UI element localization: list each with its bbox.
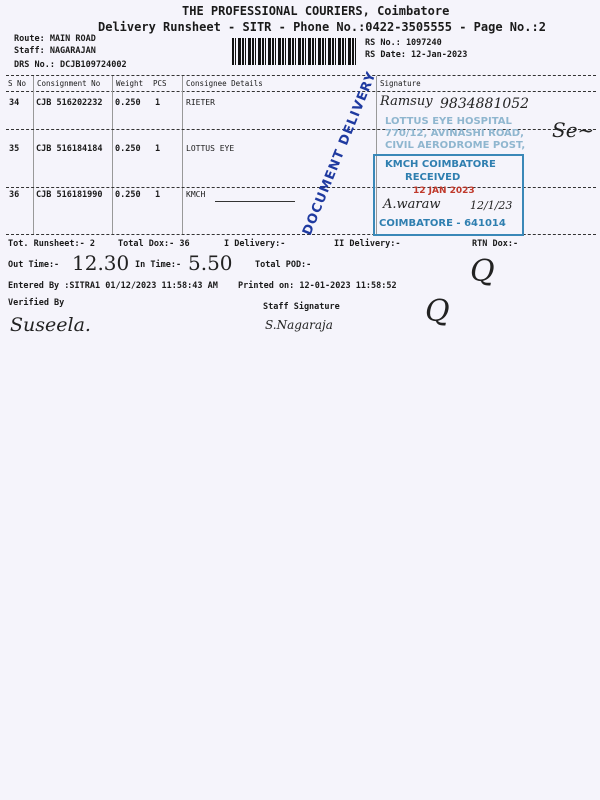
row-pcs: 1 [155, 144, 161, 154]
col-sno: S No [8, 79, 27, 88]
divider [6, 234, 596, 235]
row-pcs: 1 [155, 190, 161, 200]
verified-by-label: Verified By [8, 298, 65, 308]
handwritten-name: Ramsuy [380, 94, 433, 109]
out-time-value: 12.30 [72, 251, 130, 275]
rs-number: RS No.: 1097240 [365, 38, 442, 48]
divider [6, 75, 596, 76]
stamp-text: RECEIVED [405, 172, 461, 183]
document-delivery-stamp: DOCUMENT DELIVERY [300, 69, 380, 238]
column-rule [33, 76, 34, 234]
barcode [232, 38, 357, 65]
lottus-stamp-line: 770/12, AVINASHI ROAD, [385, 128, 524, 139]
runsheet-title: Delivery Runsheet - SITR - Phone No.:042… [98, 20, 546, 34]
entered-by: Entered By :SITRA1 01/12/2023 11:58:43 A… [8, 281, 218, 291]
col-pcs: PCS [153, 79, 167, 88]
divider [6, 129, 596, 130]
col-consignee: Consignee Details [186, 79, 263, 88]
row-consignment: CJB 516184184 [36, 144, 103, 154]
row-pcs: 1 [155, 98, 161, 108]
column-rule [182, 76, 183, 234]
rtn-dox: RTN Dox:- [472, 239, 519, 249]
verified-signature: Suseela. [10, 314, 91, 336]
row-consignment: CJB 516181990 [36, 190, 103, 200]
col-consignment: Consignment No [37, 79, 101, 88]
staff: Staff: NAGARAJAN [14, 46, 96, 56]
stamp-date: 12 JAN 2023 [413, 186, 475, 196]
row-sno: 34 [9, 98, 20, 108]
total-dox: Total Dox:- 36 [118, 239, 190, 249]
lottus-stamp-line: CIVIL AERODROME POST, [385, 140, 526, 151]
handwritten-signature: Se~ [552, 118, 595, 142]
in-time-value: 5.50 [188, 251, 233, 275]
handwritten-signature: Q [470, 254, 495, 289]
divider [6, 187, 596, 188]
row-sno: 35 [9, 144, 20, 154]
in-time-label: In Time:- [135, 260, 182, 270]
row-consignee: RIETER [186, 98, 215, 107]
route: Route: MAIN ROAD [14, 34, 96, 44]
i-delivery: I Delivery:- [224, 239, 286, 249]
pen-line [215, 201, 295, 202]
handwritten-date: 12/1/23 [470, 199, 513, 212]
drs-number: DRS No.: DCJB109724002 [14, 60, 127, 70]
total-pod: Total POD:- [255, 260, 312, 270]
stamp-text: KMCH COIMBATORE [385, 159, 496, 170]
row-weight: 0.250 [115, 144, 141, 154]
row-weight: 0.250 [115, 190, 141, 200]
col-signature: Signature [380, 79, 421, 88]
stamp-text: COIMBATORE - 641014 [379, 218, 506, 229]
divider [6, 91, 596, 92]
out-time-label: Out Time:- [8, 260, 60, 270]
lottus-stamp-line: LOTTUS EYE HOSPITAL [385, 116, 512, 127]
handwritten-phone: 9834881052 [440, 96, 530, 112]
row-sno: 36 [9, 190, 20, 200]
rs-date: RS Date: 12-Jan-2023 [365, 50, 468, 60]
printed-on: Printed on: 12-01-2023 11:58:52 [238, 281, 397, 291]
col-weight: Weight [116, 79, 144, 88]
company-title: THE PROFESSIONAL COURIERS, Coimbatore [182, 4, 450, 18]
handwritten-receiver: A.waraw [383, 197, 441, 212]
total-runsheet: Tot. Runsheet:- 2 [8, 239, 95, 249]
column-rule [112, 76, 113, 234]
kmch-received-stamp: KMCH COIMBATORE RECEIVED 12 JAN 2023 COI… [373, 154, 524, 236]
row-weight: 0.250 [115, 98, 141, 108]
staff-signature: S.Nagaraja [265, 318, 333, 332]
row-consignment: CJB 516202232 [36, 98, 103, 108]
ii-delivery: II Delivery:- [334, 239, 401, 249]
staff-signature-label: Staff Signature [263, 302, 340, 312]
row-consignee: LOTTUS EYE [186, 144, 235, 153]
handwritten-signature: Q [425, 294, 450, 329]
row-consignee: KMCH [186, 190, 206, 199]
